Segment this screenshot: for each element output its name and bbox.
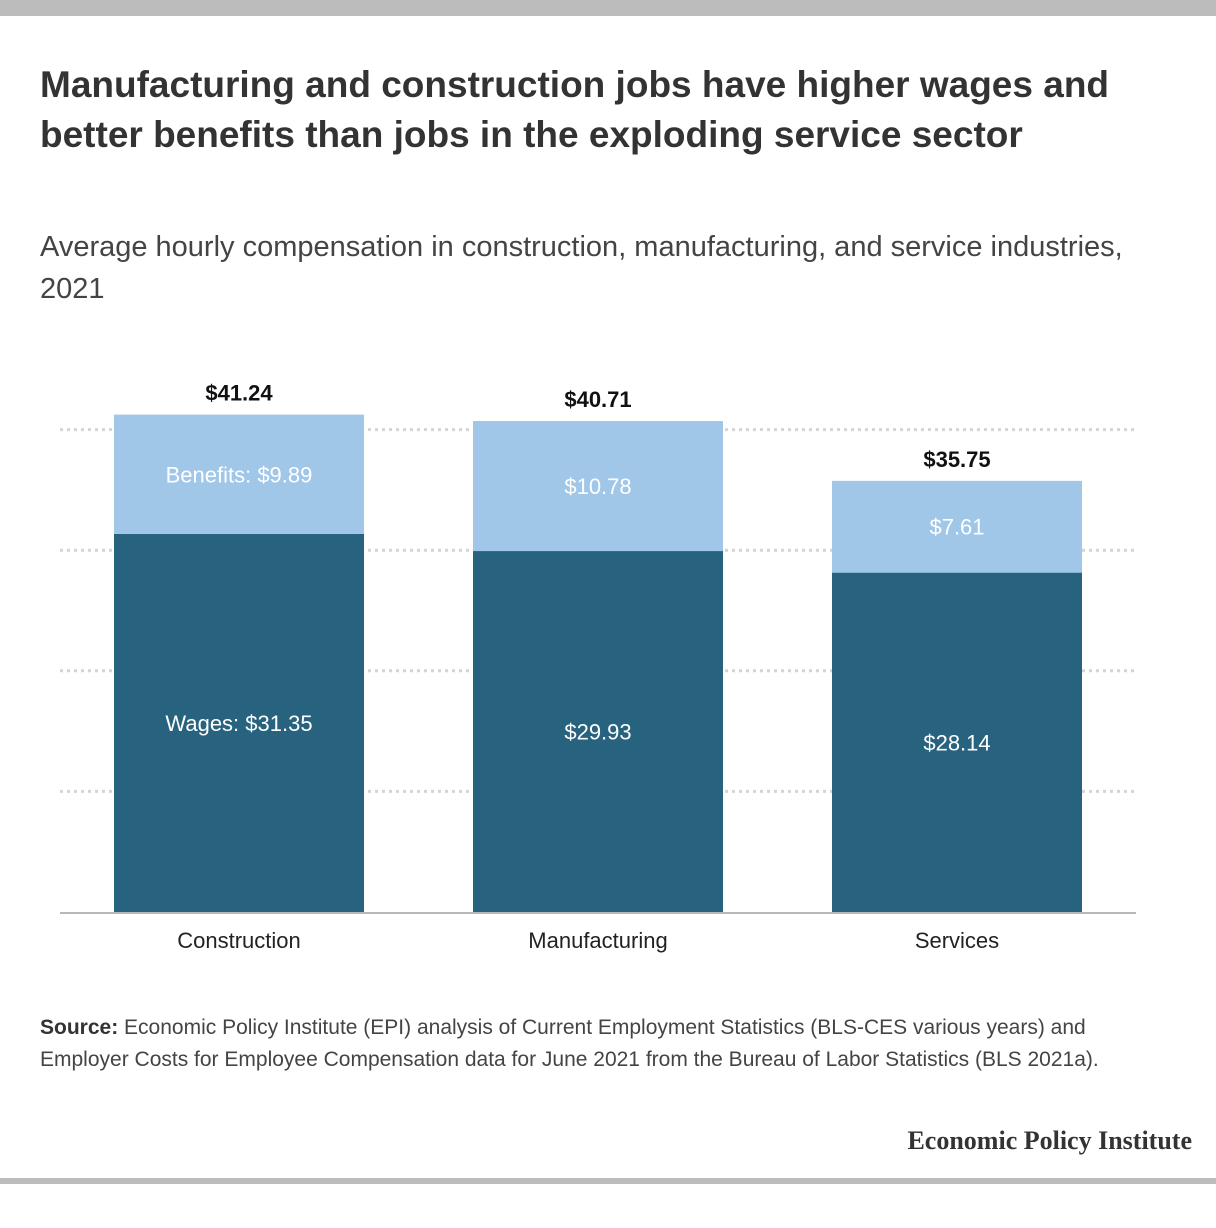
chart-title: Manufacturing and construction jobs have… (40, 64, 1110, 155)
benefits-label-services: $7.61 (929, 515, 984, 540)
source-label: Source: (40, 1016, 119, 1039)
total-label-manufacturing: $40.71 (564, 387, 631, 412)
bars (114, 414, 1082, 912)
benefits-bar-manufacturing (473, 421, 723, 552)
wages-bar-services (832, 572, 1082, 912)
wages-label-manufacturing: $29.93 (564, 720, 631, 745)
category-label-services: Services (915, 928, 999, 953)
total-label-services: $35.75 (923, 447, 990, 472)
brand-logo: Economic Policy Institute (907, 1126, 1192, 1155)
total-label-construction: $41.24 (205, 381, 273, 406)
wages-bar-construction (114, 533, 364, 912)
category-label-construction: Construction (177, 928, 301, 953)
benefits-label-construction: Benefits: $9.89 (166, 462, 313, 487)
labels: Wages: $31.35 Benefits: $9.89 $41.24 Constr… (165, 381, 999, 953)
top-border (0, 0, 1216, 16)
bottom-border (0, 1178, 1216, 1184)
benefits-label-manufacturing: $10.78 (564, 474, 631, 499)
benefits-bar-construction (114, 414, 364, 534)
chart-subtitle: Average hourly compensation in construct… (40, 231, 1123, 305)
category-label-manufacturing: Manufacturing (528, 928, 667, 953)
benefits-bar-services (832, 480, 1082, 573)
source-note: Source: Economic Policy Institute (EPI) … (40, 1012, 1180, 1076)
wages-label-services: $28.14 (923, 730, 990, 755)
source-text: Economic Policy Institute (EPI) analysis… (40, 1016, 1099, 1071)
wages-bar-manufacturing (473, 551, 723, 912)
wages-label-construction: Wages: $31.35 (165, 711, 312, 736)
stacked-bar-chart: Wages: $31.35 Benefits: $9.89 $41.24 Constr… (60, 381, 1136, 953)
